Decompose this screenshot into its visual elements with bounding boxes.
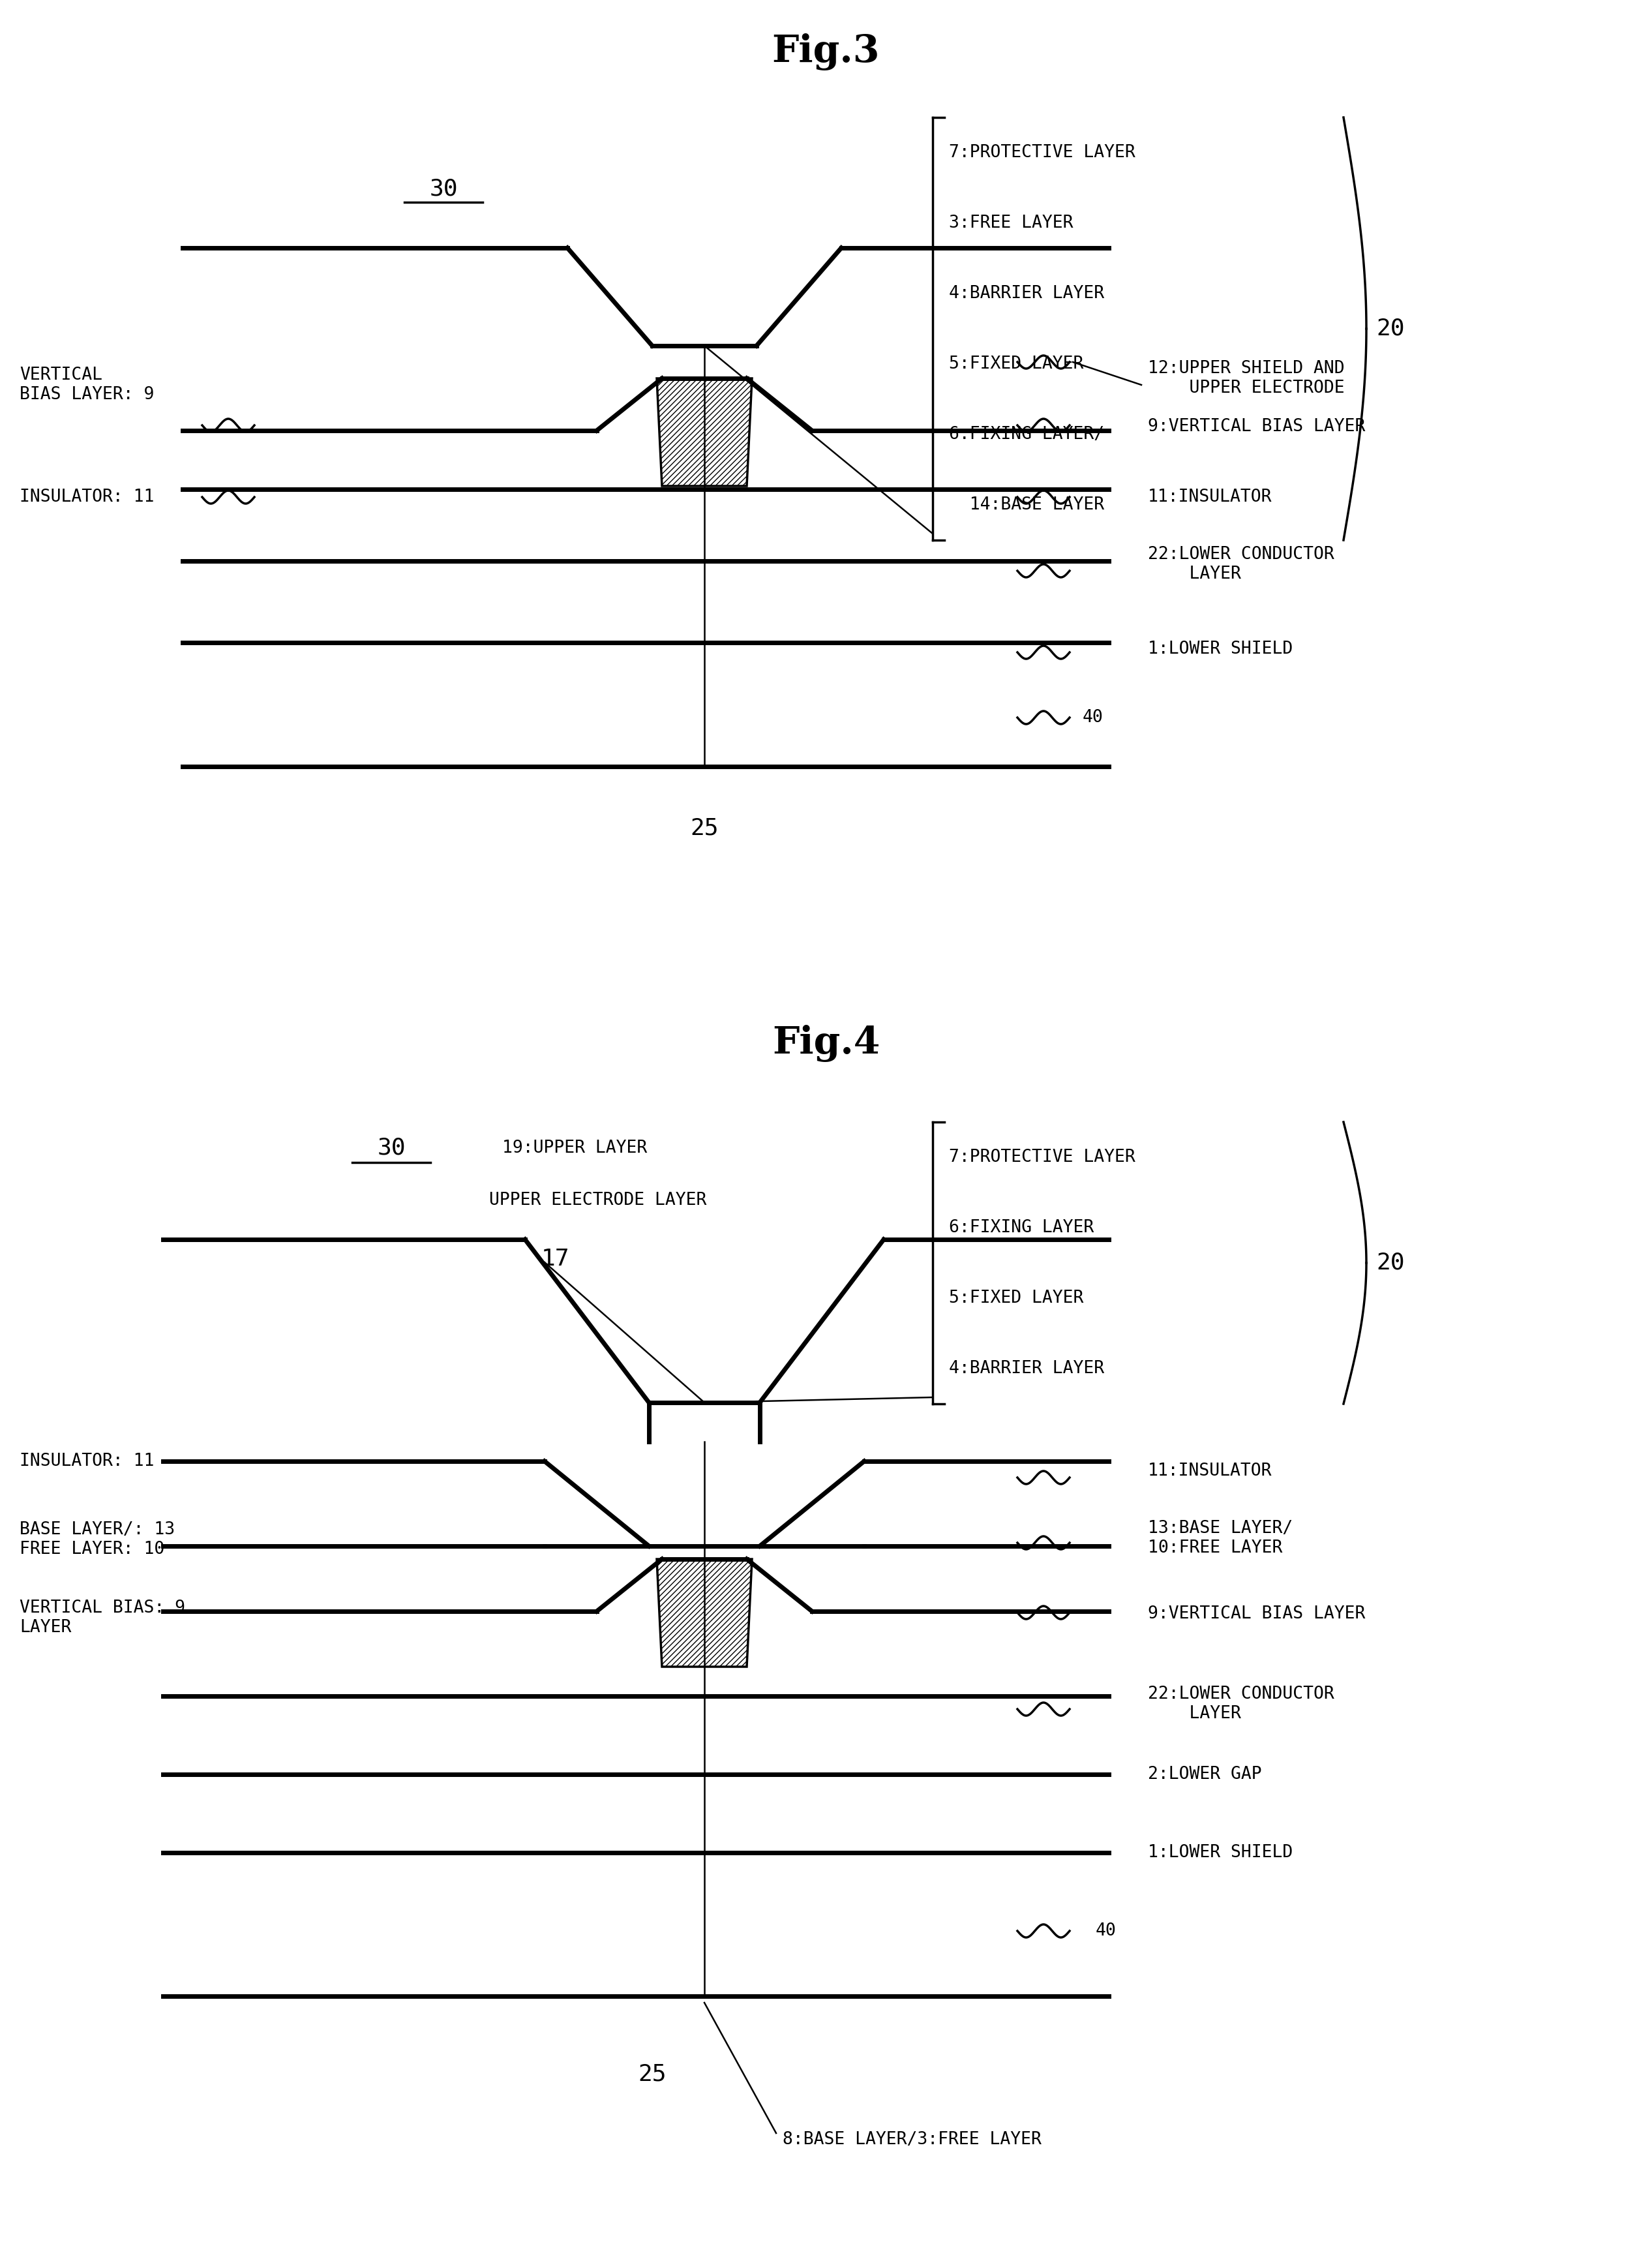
Text: 17: 17 [542,1249,570,1269]
Text: 20: 20 [1376,1251,1404,1273]
Text: 1:LOWER SHIELD: 1:LOWER SHIELD [1148,640,1294,658]
Text: 9:VERTICAL BIAS LAYER: 9:VERTICAL BIAS LAYER [1148,418,1365,436]
Text: 1:LOWER SHIELD: 1:LOWER SHIELD [1148,1844,1294,1862]
Text: 19:UPPER LAYER: 19:UPPER LAYER [502,1139,648,1157]
Text: VERTICAL
BIAS LAYER: 9: VERTICAL BIAS LAYER: 9 [20,366,154,402]
Polygon shape [657,377,752,485]
Text: 22:LOWER CONDUCTOR
    LAYER: 22:LOWER CONDUCTOR LAYER [1148,1687,1335,1723]
Text: 7:PROTECTIVE LAYER: 7:PROTECTIVE LAYER [948,1148,1135,1166]
Polygon shape [657,1559,752,1667]
Text: 11:INSULATOR: 11:INSULATOR [1148,1462,1272,1480]
Text: UPPER ELECTRODE LAYER: UPPER ELECTRODE LAYER [489,1193,707,1208]
Text: 5:FIXED LAYER: 5:FIXED LAYER [948,1289,1084,1307]
Text: 40: 40 [1082,710,1104,725]
Text: 3:FREE LAYER: 3:FREE LAYER [948,216,1074,231]
Text: 8:BASE LAYER/3:FREE LAYER: 8:BASE LAYER/3:FREE LAYER [783,2131,1041,2147]
Text: 40: 40 [1095,1923,1117,1938]
Text: 11:INSULATOR: 11:INSULATOR [1148,490,1272,505]
Text: 20: 20 [1376,317,1404,339]
Text: 25: 25 [691,818,719,840]
Text: 4:BARRIER LAYER: 4:BARRIER LAYER [948,285,1104,301]
Text: 4:BARRIER LAYER: 4:BARRIER LAYER [948,1361,1104,1377]
Text: 5:FIXED LAYER: 5:FIXED LAYER [948,355,1084,373]
Text: INSULATOR: 11: INSULATOR: 11 [20,490,154,505]
Text: 9:VERTICAL BIAS LAYER: 9:VERTICAL BIAS LAYER [1148,1606,1365,1622]
Text: VERTICAL BIAS: 9
LAYER: VERTICAL BIAS: 9 LAYER [20,1599,185,1635]
Text: 30: 30 [430,177,458,200]
Text: 12:UPPER SHIELD AND
    UPPER ELECTRODE: 12:UPPER SHIELD AND UPPER ELECTRODE [1148,359,1345,398]
Text: Fig.4: Fig.4 [771,1024,881,1062]
Text: 14:BASE LAYER: 14:BASE LAYER [948,496,1104,514]
Text: Fig.3: Fig.3 [771,34,881,72]
Text: 7:PROTECTIVE LAYER: 7:PROTECTIVE LAYER [948,144,1135,162]
Text: 6:FIXING LAYER/: 6:FIXING LAYER/ [948,427,1104,442]
Text: 22:LOWER CONDUCTOR
    LAYER: 22:LOWER CONDUCTOR LAYER [1148,546,1335,582]
Text: 30: 30 [377,1136,405,1159]
Text: BASE LAYER/: 13
FREE LAYER: 10: BASE LAYER/: 13 FREE LAYER: 10 [20,1521,175,1559]
Text: 25: 25 [638,2064,666,2087]
Text: 6:FIXING LAYER: 6:FIXING LAYER [948,1220,1094,1235]
Text: 13:BASE LAYER/
10:FREE LAYER: 13:BASE LAYER/ 10:FREE LAYER [1148,1521,1294,1556]
Text: 2:LOWER GAP: 2:LOWER GAP [1148,1765,1262,1783]
Text: INSULATOR: 11: INSULATOR: 11 [20,1453,154,1469]
